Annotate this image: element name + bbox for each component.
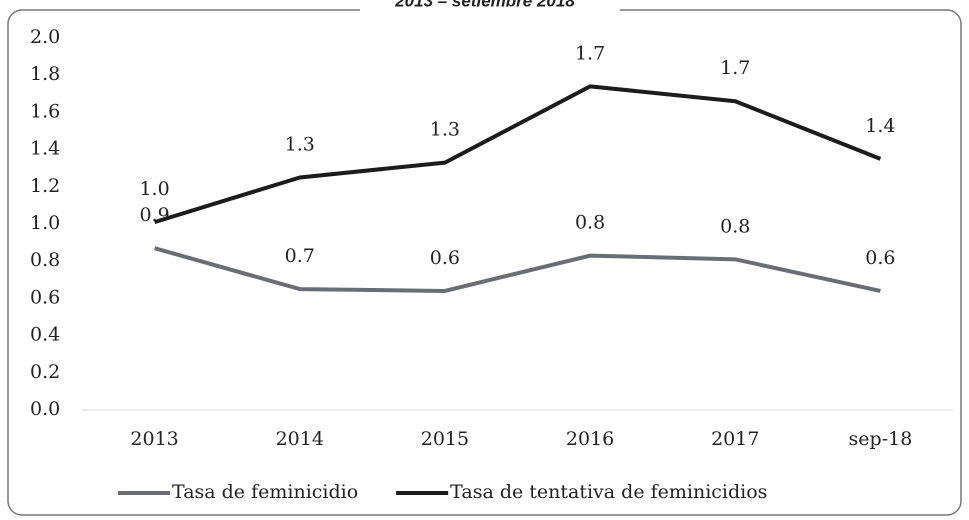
series-line	[154, 246, 881, 293]
legend-label: Tasa de feminicidio	[172, 481, 358, 503]
y-tick-label: 0.2	[30, 361, 60, 383]
data-label: 1.0	[139, 178, 169, 200]
data-label: 1.7	[575, 42, 605, 64]
y-tick-label: 1.8	[30, 63, 60, 85]
x-tick-label: 2013	[130, 428, 178, 450]
y-tick-label: 0.4	[30, 324, 60, 346]
y-tick-label: 1.0	[30, 212, 60, 234]
data-label: 0.9	[139, 204, 169, 226]
x-tick-label: 2016	[566, 428, 614, 450]
data-label: 1.3	[430, 119, 460, 141]
data-label: 0.8	[575, 212, 605, 234]
y-tick-label: 0.8	[30, 249, 60, 271]
y-tick-label: 1.6	[30, 100, 60, 122]
legend-label: Tasa de tentativa de feminicidios	[450, 481, 767, 503]
data-label: 0.6	[430, 247, 460, 269]
data-label: 1.7	[720, 57, 750, 79]
y-tick-label: 1.4	[30, 138, 60, 160]
y-tick-label: 2.0	[30, 26, 60, 48]
data-label: 0.7	[285, 245, 315, 267]
title-bg	[360, 0, 620, 16]
data-label: 0.8	[720, 215, 750, 237]
data-label: 1.3	[285, 134, 315, 156]
x-tick-label: 2015	[421, 428, 469, 450]
y-tick-label: 1.2	[30, 175, 60, 197]
x-tick-label: 2017	[711, 428, 759, 450]
data-label: 1.4	[865, 115, 895, 137]
y-tick-label: 0.6	[30, 286, 60, 308]
chart-title: 2013 – setiembre 2018	[394, 0, 575, 10]
y-tick-label: 0.0	[30, 398, 60, 420]
series-line	[153, 84, 882, 225]
data-label: 0.6	[865, 247, 895, 269]
x-tick-label: 2014	[276, 428, 324, 450]
x-tick-label: sep-18	[849, 428, 913, 450]
